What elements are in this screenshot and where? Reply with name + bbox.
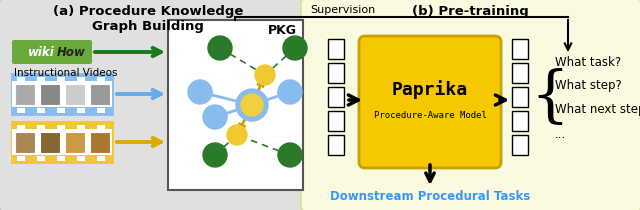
- Bar: [512, 111, 528, 131]
- Circle shape: [203, 105, 227, 129]
- Bar: [65, 132, 85, 153]
- Text: Downstream Procedural Tasks: Downstream Procedural Tasks: [330, 189, 530, 202]
- Bar: [90, 132, 110, 153]
- Text: {: {: [530, 68, 569, 128]
- Bar: [57, 77, 65, 82]
- Bar: [57, 108, 65, 113]
- Bar: [37, 156, 45, 161]
- Bar: [37, 125, 45, 130]
- Text: ...: ...: [555, 129, 566, 142]
- Text: Paprika: Paprika: [392, 80, 468, 100]
- Bar: [97, 156, 105, 161]
- Text: Procedure-Aware Model: Procedure-Aware Model: [374, 110, 486, 119]
- FancyBboxPatch shape: [359, 36, 501, 168]
- Text: (a) Procedure Knowledge
Graph Building: (a) Procedure Knowledge Graph Building: [53, 5, 243, 33]
- FancyBboxPatch shape: [12, 122, 112, 162]
- Bar: [97, 125, 105, 130]
- Text: (b) Pre-training: (b) Pre-training: [412, 5, 529, 18]
- Bar: [65, 84, 85, 105]
- Text: PKG: PKG: [268, 24, 297, 37]
- Bar: [37, 77, 45, 82]
- Bar: [512, 63, 528, 83]
- Bar: [57, 125, 65, 130]
- Circle shape: [203, 143, 227, 167]
- Bar: [512, 87, 528, 107]
- Bar: [17, 108, 25, 113]
- Bar: [15, 84, 35, 105]
- Text: How: How: [57, 46, 86, 59]
- FancyBboxPatch shape: [12, 74, 112, 114]
- Bar: [57, 156, 65, 161]
- Bar: [90, 84, 110, 105]
- Bar: [512, 135, 528, 155]
- Circle shape: [278, 80, 302, 104]
- Circle shape: [208, 36, 232, 60]
- Bar: [328, 39, 344, 59]
- Bar: [97, 108, 105, 113]
- Bar: [77, 125, 85, 130]
- Bar: [77, 156, 85, 161]
- Text: Supervision: Supervision: [310, 5, 375, 15]
- Circle shape: [188, 80, 212, 104]
- Bar: [15, 132, 35, 153]
- Circle shape: [227, 125, 247, 145]
- FancyBboxPatch shape: [0, 0, 305, 210]
- Bar: [328, 87, 344, 107]
- Bar: [37, 108, 45, 113]
- FancyBboxPatch shape: [301, 0, 640, 210]
- Bar: [97, 77, 105, 82]
- Text: wiki: wiki: [28, 46, 55, 59]
- Bar: [77, 108, 85, 113]
- Bar: [17, 156, 25, 161]
- Bar: [168, 20, 303, 190]
- Bar: [12, 129, 112, 155]
- Bar: [512, 39, 528, 59]
- Bar: [40, 132, 60, 153]
- Circle shape: [236, 89, 268, 121]
- FancyBboxPatch shape: [12, 40, 92, 64]
- Bar: [12, 81, 112, 107]
- Bar: [328, 63, 344, 83]
- Bar: [40, 84, 60, 105]
- Text: What next step?: What next step?: [555, 104, 640, 117]
- Circle shape: [283, 36, 307, 60]
- Bar: [328, 111, 344, 131]
- Bar: [77, 77, 85, 82]
- Bar: [17, 125, 25, 130]
- Circle shape: [278, 143, 302, 167]
- Text: Instructional Videos: Instructional Videos: [14, 68, 118, 78]
- Text: What task?: What task?: [555, 55, 621, 68]
- Bar: [328, 135, 344, 155]
- Circle shape: [255, 65, 275, 85]
- Bar: [17, 77, 25, 82]
- Circle shape: [241, 94, 263, 116]
- Text: What step?: What step?: [555, 79, 621, 92]
